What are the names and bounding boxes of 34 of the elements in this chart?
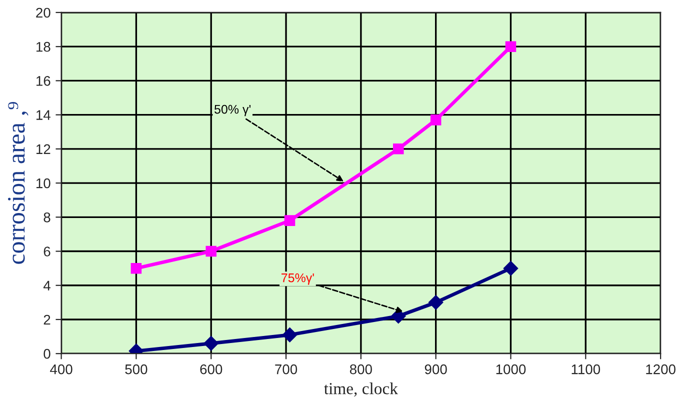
y-tick-label: 20 bbox=[36, 8, 50, 18]
x-axis-title: time, clock bbox=[324, 382, 398, 397]
y-tick-label: 4 bbox=[43, 280, 50, 290]
x-tick-label: 1100 bbox=[572, 364, 600, 374]
y-tick-label: 12 bbox=[36, 144, 50, 154]
annotation: 75%γ' bbox=[282, 273, 314, 285]
point bbox=[206, 246, 216, 257]
point bbox=[284, 215, 296, 226]
y-tick-label: 10 bbox=[36, 178, 50, 188]
point bbox=[505, 41, 516, 52]
y-tick-label: 14 bbox=[36, 110, 50, 120]
x-tick-label: 500 bbox=[125, 364, 148, 374]
x-tick-label: 1000 bbox=[496, 364, 526, 374]
point bbox=[393, 144, 404, 154]
point bbox=[428, 295, 444, 310]
x-tick-label: 700 bbox=[275, 364, 298, 374]
x-tick-label: 600 bbox=[200, 364, 222, 374]
x-tick-label: 900 bbox=[424, 364, 447, 374]
y-tick-label: 6 bbox=[44, 246, 50, 256]
x-tick-label: 400 bbox=[50, 364, 72, 374]
y-tick-label: 2 bbox=[44, 314, 50, 325]
y-tick-label: 8 bbox=[44, 212, 50, 222]
point bbox=[282, 327, 298, 342]
point bbox=[430, 114, 442, 126]
x-tick-label: 800 bbox=[350, 364, 372, 374]
point bbox=[204, 336, 219, 351]
y-axis-title: corrosion area ,⁹ bbox=[8, 102, 28, 264]
y-tick-label: 18 bbox=[36, 42, 50, 52]
x-tick-label: 1200 bbox=[646, 364, 676, 374]
point bbox=[130, 262, 142, 274]
point bbox=[503, 260, 518, 276]
y-tick-label: 16 bbox=[36, 76, 50, 86]
annotation: 50% γ' bbox=[214, 104, 251, 116]
y-tick-label: 0 bbox=[44, 348, 50, 359]
